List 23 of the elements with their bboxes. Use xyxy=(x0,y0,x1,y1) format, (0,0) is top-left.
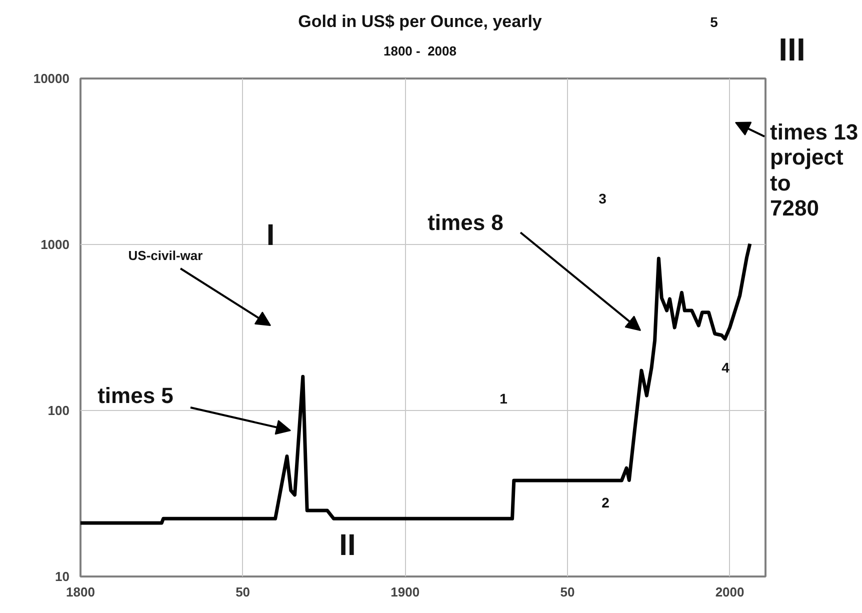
annotation: 4 xyxy=(722,360,730,376)
text: 5 xyxy=(710,14,718,30)
x-tick-label: 50 xyxy=(236,584,250,600)
x-tick-label: 1900 xyxy=(390,584,420,600)
annotation: US-civil-war xyxy=(128,248,203,263)
x-tick-label: 1800 xyxy=(66,584,95,600)
text: times 13 project to 7280 xyxy=(770,119,858,221)
annotation: II xyxy=(339,529,356,562)
annotation: 1 xyxy=(500,390,508,406)
y-tick-label: 100 xyxy=(48,403,70,418)
annotation: 3 xyxy=(598,190,607,206)
text: III xyxy=(778,32,806,68)
x-tick-label: 50 xyxy=(560,584,575,600)
y-tick-label: 1000 xyxy=(40,237,70,252)
chart-title: Gold in US$ per Ounce, yearly xyxy=(298,12,542,32)
y-tick-label: 10000 xyxy=(33,71,70,86)
annotation: times 5 xyxy=(98,383,174,408)
annotation: I xyxy=(266,219,275,252)
y-tick-label: 10 xyxy=(55,569,70,584)
x-tick-label: 2000 xyxy=(715,584,744,600)
chart-subtitle: 1800 - 2008 xyxy=(383,44,457,60)
annotation: times 8 xyxy=(428,210,504,235)
annotation: 2 xyxy=(602,494,610,510)
